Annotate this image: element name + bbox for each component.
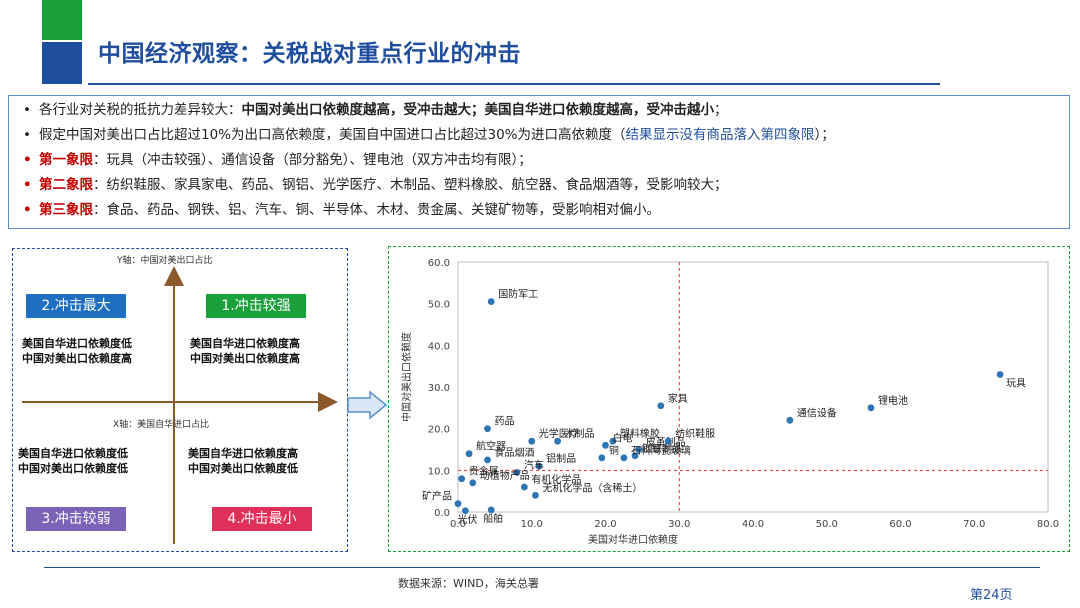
data-point <box>520 483 528 491</box>
quadrant-y-axis-label: Y轴：中国对美出口占比 <box>117 256 213 266</box>
data-point <box>598 454 606 462</box>
summary-box: • 各行业对关税的抵抗力差异较大：中国对美出口依赖度越高，受冲击越大；美国自华进口… <box>8 95 1070 229</box>
header-accent-green <box>42 0 82 40</box>
bullet-1: • 各行业对关税的抵抗力差异较大：中国对美出口依赖度越高，受冲击越大；美国自华进口… <box>23 102 728 118</box>
data-label: 矿产品 <box>422 490 452 503</box>
data-label: 食品烟酒 <box>495 446 535 459</box>
data-point <box>554 437 561 445</box>
data-point <box>461 507 469 515</box>
data-point <box>484 425 491 433</box>
x-tick-label: 0.0 <box>450 519 466 530</box>
quadrant-2-description: 美国自华进口依赖度低 中国对美出口依赖度高 <box>22 337 132 365</box>
data-label: 有机化学品 <box>531 473 581 486</box>
y-tick-label: 30.0 <box>428 383 450 394</box>
x-tick-label: 40.0 <box>742 519 764 530</box>
data-point <box>664 437 672 445</box>
data-point <box>487 298 495 305</box>
data-label: 船舶 <box>483 512 503 525</box>
data-point <box>602 441 609 449</box>
data-label: 白电 <box>613 431 633 444</box>
quadrant-2-label: 2.冲击最大 <box>26 294 126 318</box>
scatter-chart: 0.0 10.0 20.0 30.0 40.0 50.0 60.0 70.0 80.0 0.0 10… <box>400 258 1059 546</box>
data-label: 无机化学品（含稀土） <box>542 481 642 494</box>
y-tick-label: 40.0 <box>428 341 450 352</box>
bullet-2: • 假定中国对美出口占比超过10%为出口高依赖度，美国自中国进口占比超过30%为进… <box>23 127 835 143</box>
connector-arrow-icon <box>347 390 388 420</box>
data-point <box>620 454 628 462</box>
header-accent-blue <box>42 42 82 84</box>
y-tick-label: 50.0 <box>428 300 450 311</box>
data-point <box>532 491 539 499</box>
data-label: 动植物产品 <box>480 469 530 482</box>
quadrant-1-description: 美国自华进口依赖度高 中国对美出口依赖度高 <box>190 337 300 365</box>
data-label: 石料陶瓷玻璃 <box>631 444 691 457</box>
data-source: 数据来源：WIND，海关总署 <box>398 577 539 590</box>
data-point <box>513 469 521 476</box>
data-label: 家具 <box>668 392 688 405</box>
data-point <box>657 402 665 410</box>
y-tick-label: 10.0 <box>428 466 450 477</box>
data-point <box>469 479 477 487</box>
x-tick-label: 80.0 <box>1037 519 1059 530</box>
x-tick-label: 50.0 <box>816 519 838 530</box>
data-point <box>484 456 491 464</box>
data-label: 钢铁制品 <box>642 442 682 455</box>
bullet-5: • 第三象限：食品、药品、钢铁、铝、汽车、铜、半导体、木材、贵金属、关键矿物等，受… <box>23 202 660 218</box>
y-tick-label: 60.0 <box>428 258 450 269</box>
y-tick-label: 0.0 <box>434 508 450 519</box>
plot-area-border <box>457 261 1049 513</box>
data-point <box>635 446 643 453</box>
quadrant-axes <box>22 266 338 544</box>
data-label: 贵金属 <box>469 465 499 478</box>
x-tick-label: 60.0 <box>889 519 911 530</box>
data-label: 铜 <box>609 445 619 457</box>
data-label: 汽车 <box>524 458 544 471</box>
x-tick-label: 70.0 <box>963 519 985 530</box>
bullet-3: • 第一象限：玩具（冲击较强）、通信设备（部分豁免）、锂电池（双方冲击均有限）； <box>23 152 532 168</box>
quadrant-4-label: 4.冲击最小 <box>212 507 312 531</box>
data-point <box>458 475 466 483</box>
data-label: 纺织鞋服 <box>675 427 715 440</box>
data-point <box>465 450 473 458</box>
data-point <box>487 506 495 514</box>
data-label: 通信设备 <box>797 406 837 419</box>
data-point <box>867 404 875 412</box>
data-label: 铝制品 <box>546 452 576 465</box>
x-axis-title: 美国对华进口依赖度 <box>588 533 678 546</box>
data-point <box>528 437 536 445</box>
data-label: 光伏 <box>457 513 477 526</box>
data-point <box>631 452 639 460</box>
quadrant-3-label: 3.冲击较弱 <box>26 507 126 531</box>
header-divider <box>88 83 940 85</box>
page-number: 第24页 <box>970 588 1013 603</box>
data-point <box>996 371 1004 378</box>
footer-divider <box>44 567 1040 568</box>
data-label: 药品 <box>495 416 515 428</box>
data-label: 塑料橡胶 <box>620 427 660 440</box>
data-label: 木制品 <box>565 427 595 440</box>
x-tick-label: 20.0 <box>594 519 616 530</box>
data-label: 光学医疗 <box>539 427 579 440</box>
quadrant-4-description: 美国自华进口依赖度高 中国对美出口依赖度低 <box>188 447 298 475</box>
quadrant-1-label: 1.冲击较强 <box>206 294 306 318</box>
scatter-chart-panel <box>388 246 1070 552</box>
data-point <box>609 437 617 445</box>
data-point <box>454 500 462 508</box>
data-label: 国防军工 <box>498 288 538 301</box>
page-title: 中国经济观察：关税战对重点行业的冲击 <box>98 41 521 67</box>
data-point <box>786 416 794 424</box>
bullet-4: • 第二象限：纺织鞋服、家具家电、药品、钢铝、光学医疗、木制品、塑料橡胶、航空器、… <box>23 177 728 193</box>
y-axis-title: 中国对美出口依赖度 <box>400 332 413 422</box>
x-tick-label: 30.0 <box>668 519 690 530</box>
data-point <box>535 462 543 470</box>
data-label: 航空器 <box>476 440 506 453</box>
x-tick-label: 10.0 <box>521 519 543 530</box>
data-label: 锂电池 <box>878 394 908 407</box>
quadrant-3-description: 美国自华进口依赖度低 中国对美出口依赖度低 <box>18 447 128 475</box>
y-tick-label: 20.0 <box>428 425 450 436</box>
quadrant-x-axis-label: X轴：美国自华进口占比 <box>113 420 210 430</box>
data-label: 玩具 <box>1006 378 1026 390</box>
